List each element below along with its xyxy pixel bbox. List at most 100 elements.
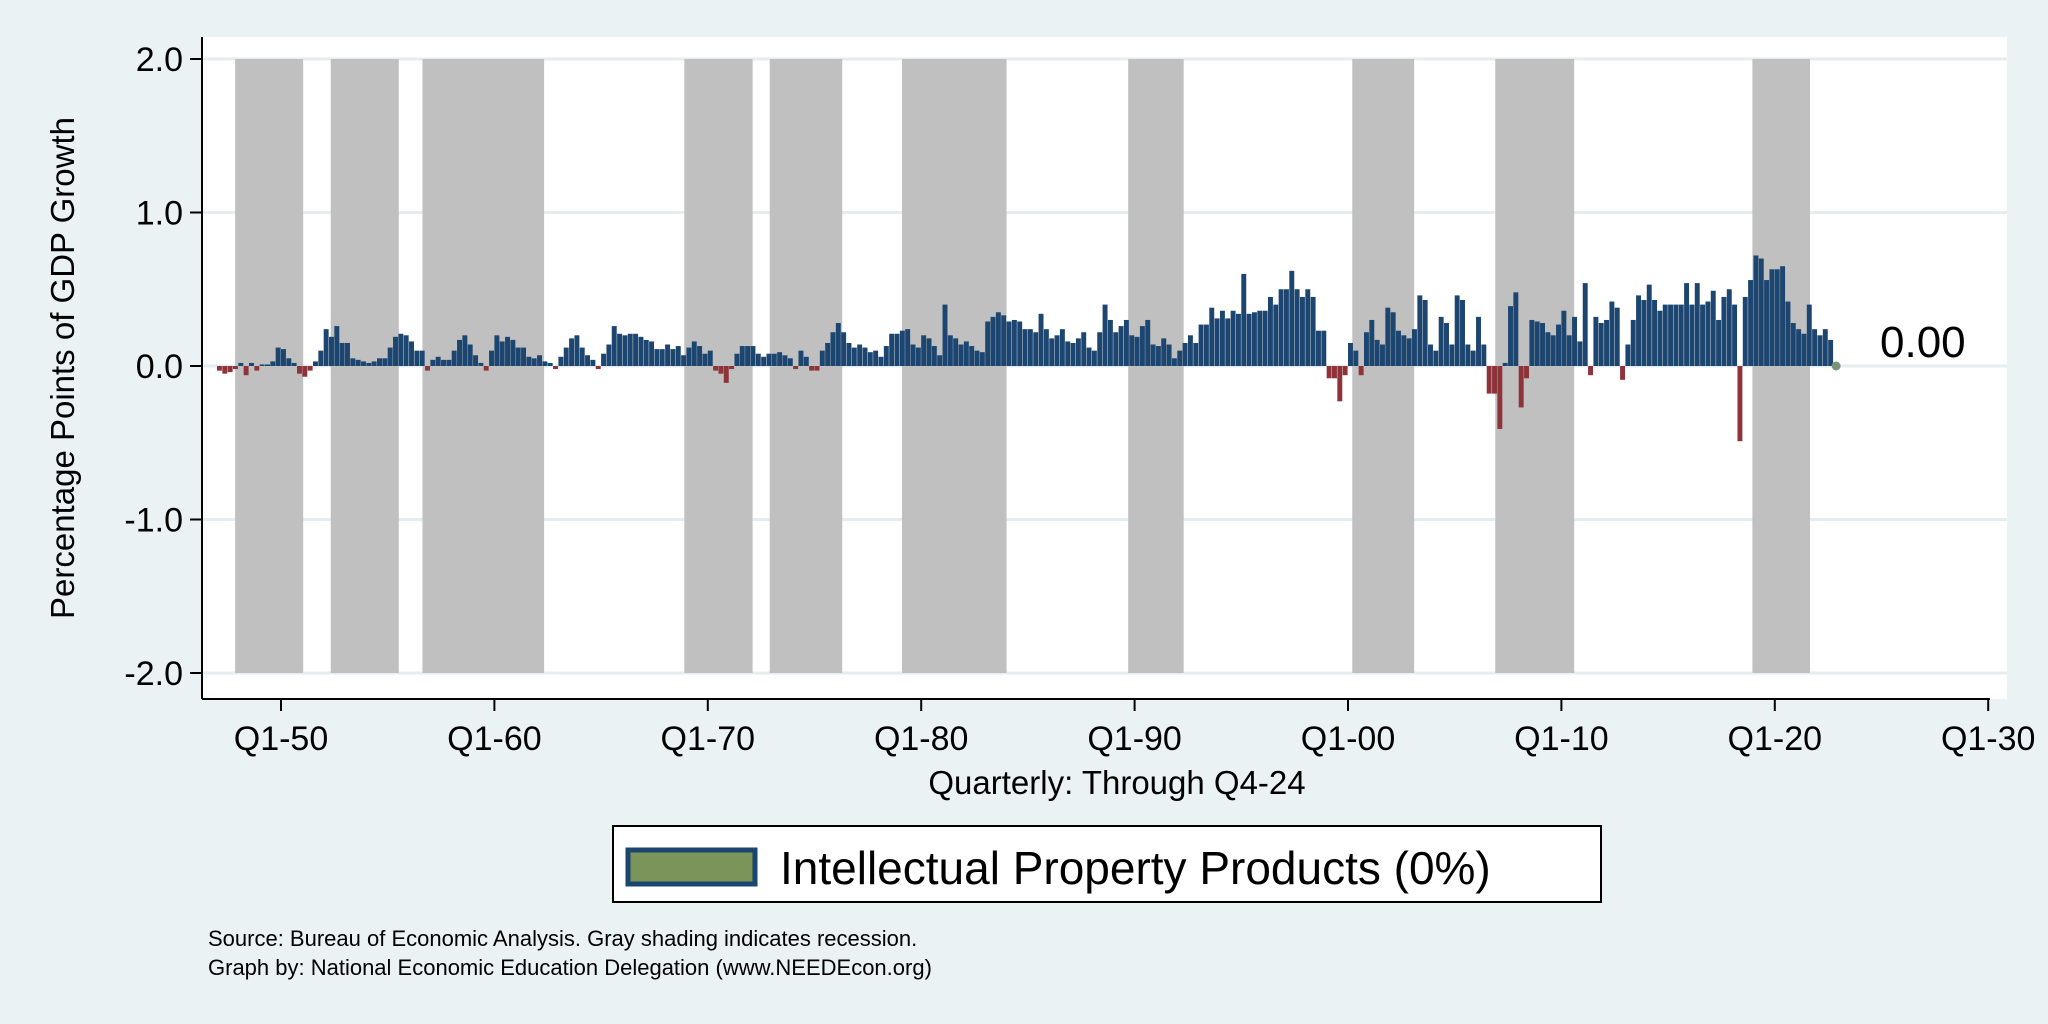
bar [1508, 306, 1513, 366]
bar [1187, 335, 1193, 366]
bar [1102, 304, 1108, 366]
bar [259, 364, 265, 366]
bar [339, 342, 345, 366]
bar [1113, 332, 1119, 366]
bar [894, 333, 900, 366]
x-tick-label: Q1-00 [1301, 720, 1396, 758]
legend-swatch [625, 847, 758, 887]
y-tick-label: 2.0 [136, 41, 183, 79]
bar [974, 350, 980, 366]
bar [1150, 344, 1156, 366]
bar [264, 364, 270, 366]
bar [457, 339, 462, 366]
bar [915, 347, 921, 366]
bar [782, 355, 788, 366]
bar [633, 333, 639, 366]
bar [1289, 270, 1295, 366]
bar [1011, 319, 1017, 366]
bar [1326, 366, 1332, 379]
bar [627, 333, 633, 366]
bar [1075, 338, 1081, 366]
bar [585, 355, 591, 366]
bar [1625, 344, 1631, 366]
bar [243, 366, 249, 376]
bar [787, 358, 793, 366]
bar [1822, 329, 1828, 366]
bar [329, 336, 334, 366]
bar [387, 347, 393, 366]
bar [809, 366, 815, 371]
bar [1668, 304, 1674, 366]
bar [638, 336, 644, 366]
bar [654, 349, 660, 366]
bar [1486, 366, 1492, 394]
bar [1198, 324, 1204, 366]
bar [910, 344, 916, 366]
bar [1107, 319, 1113, 366]
bar [1225, 318, 1231, 366]
bar [371, 361, 377, 366]
bar [254, 366, 260, 371]
bar [1433, 350, 1439, 366]
x-tick-label: Q1-90 [1087, 720, 1182, 758]
bar [1017, 321, 1023, 366]
bar [467, 344, 473, 366]
bar [665, 344, 671, 366]
bar [553, 366, 559, 370]
y-tick-label: -1.0 [124, 502, 183, 540]
bar [1241, 273, 1247, 366]
credit-note: Graph by: National Economic Education De… [208, 955, 932, 980]
bar [1710, 290, 1716, 366]
bar [1065, 341, 1071, 366]
bar [1006, 321, 1012, 366]
bar [1582, 283, 1588, 366]
bar [1545, 332, 1551, 366]
bar [1689, 304, 1695, 366]
bar [851, 347, 857, 366]
bar [1374, 339, 1380, 366]
bar [1657, 310, 1663, 366]
bar [489, 350, 494, 366]
bar [921, 335, 927, 366]
bar [1054, 335, 1060, 366]
bar [1598, 323, 1604, 366]
bar [430, 359, 436, 366]
bar [574, 335, 580, 366]
bar [771, 353, 777, 366]
bar [382, 358, 388, 366]
y-axis-title: Percentage Points of GDP Growth [44, 117, 81, 619]
bar [1283, 289, 1289, 366]
bar [1342, 366, 1348, 376]
bar [521, 347, 527, 366]
bar [953, 338, 959, 366]
bar [1145, 319, 1151, 366]
bar [1134, 336, 1140, 366]
bar [275, 347, 281, 366]
bar [969, 346, 975, 366]
x-axis-title: Quarterly: Through Q4-24 [928, 764, 1305, 801]
bar [1742, 296, 1748, 366]
bar [1753, 255, 1759, 366]
bar [398, 333, 404, 366]
bar [691, 341, 697, 366]
bar [734, 353, 740, 366]
bar [1299, 296, 1305, 366]
bar [1620, 366, 1626, 380]
bar [569, 338, 575, 366]
bar [1235, 313, 1241, 366]
bar [494, 335, 500, 366]
bar [393, 336, 398, 366]
bar [345, 342, 350, 366]
bar [281, 349, 286, 366]
bar [899, 330, 905, 366]
bar [216, 366, 222, 371]
bar [990, 316, 996, 366]
bar [798, 350, 804, 366]
bar [1182, 342, 1188, 366]
bar [499, 341, 505, 366]
bar [1364, 332, 1369, 366]
bar [1406, 338, 1412, 366]
bar [1790, 323, 1796, 366]
bar [451, 350, 457, 366]
bar [1321, 330, 1327, 366]
